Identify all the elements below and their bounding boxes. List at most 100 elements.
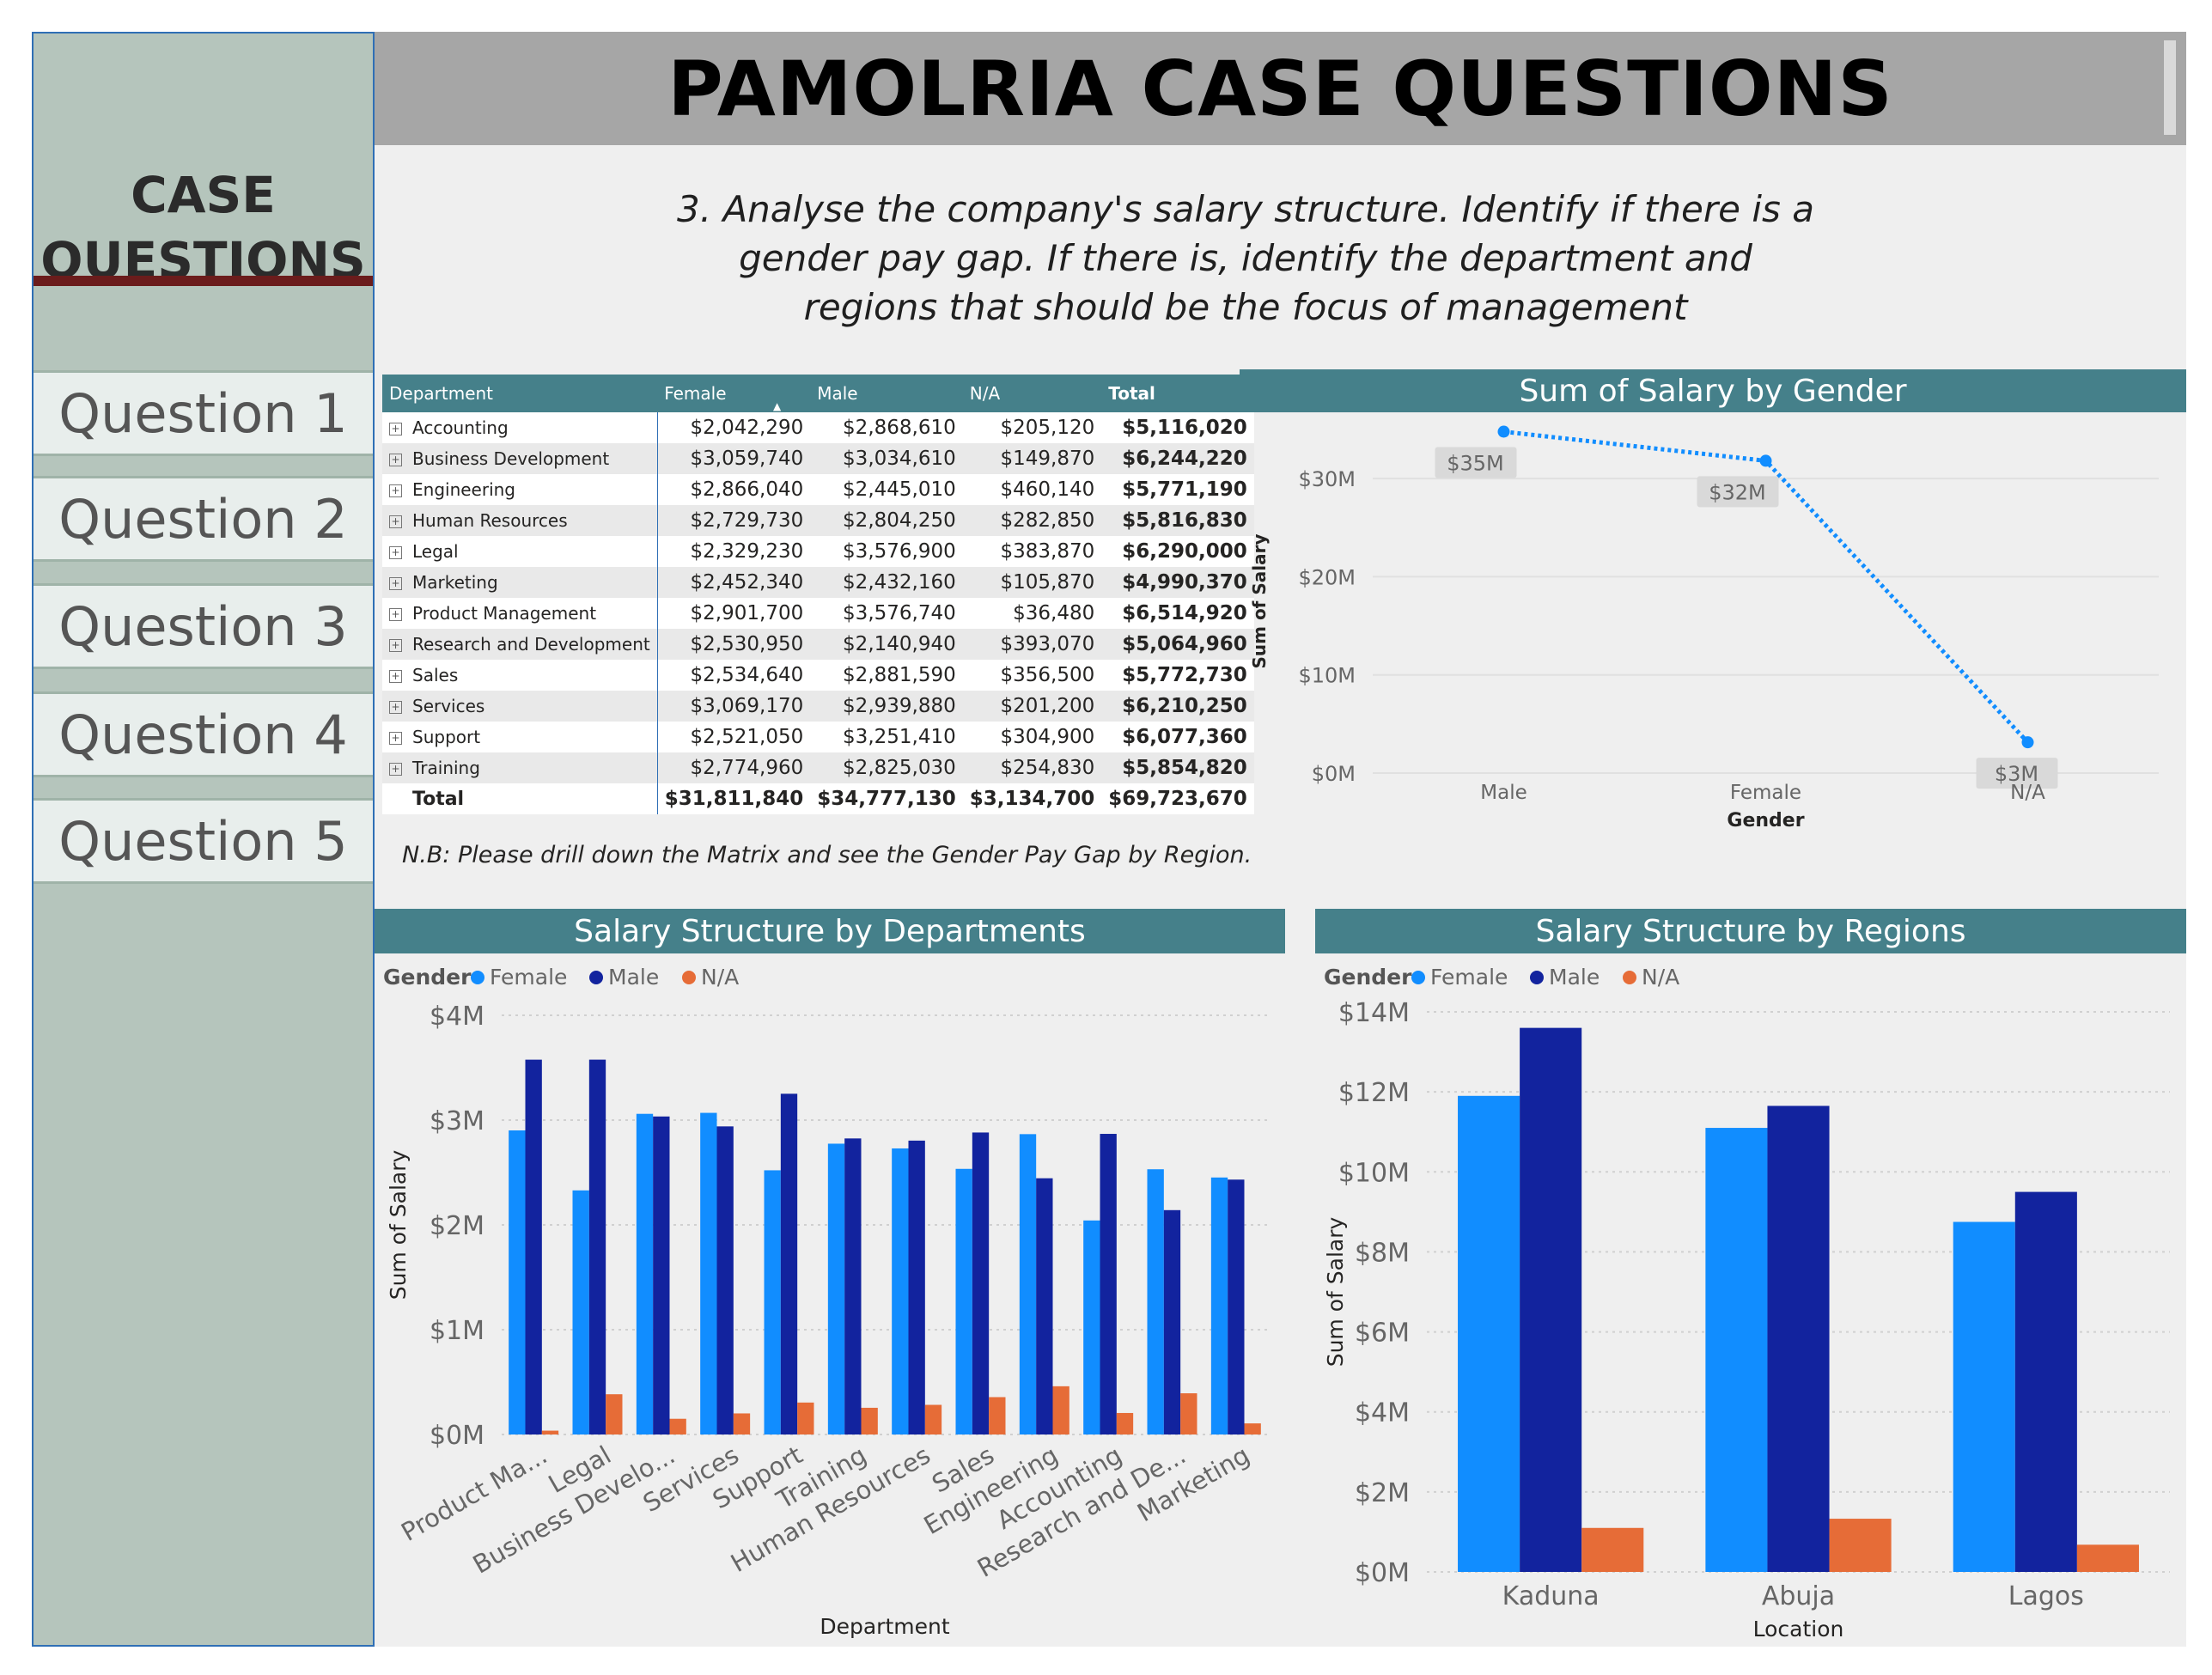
bar — [636, 1113, 654, 1434]
matrix-dept-cell[interactable]: + Accounting — [382, 412, 658, 443]
matrix-row[interactable]: + Business Development $3,059,740 $3,034,61… — [382, 443, 1254, 474]
expand-plus-icon[interactable]: + — [389, 546, 402, 559]
salary-by-gender-line-chart: $0M $10M $20M $30M $35M Male $32M Female $3MN/A G… — [1249, 425, 2159, 831]
matrix-header-male[interactable]: Male — [810, 375, 963, 412]
legend-label: Male — [1549, 965, 1600, 990]
matrix-row[interactable]: + Support $2,521,050 $3,251,410 $304,900 $6,0… — [382, 722, 1254, 752]
matrix-row[interactable]: + Training $2,774,960 $2,825,030 $254,830 $5,… — [382, 752, 1254, 783]
matrix-dept-cell[interactable]: + Marketing — [382, 567, 658, 598]
matrix-value-cell: $4,990,370 — [1101, 567, 1254, 598]
question-3-button[interactable]: Question 3 — [34, 583, 373, 669]
matrix-value-cell: $105,870 — [962, 567, 1102, 598]
matrix-dept-cell[interactable]: + Services — [382, 691, 658, 722]
matrix-dept-label: Product Management — [412, 603, 597, 624]
matrix-value-cell: $2,866,040 — [657, 474, 811, 505]
matrix-total-cell: $69,723,670 — [1101, 783, 1254, 814]
matrix-dept-cell[interactable]: + Training — [382, 752, 658, 783]
matrix-value-cell: $3,576,900 — [810, 536, 963, 567]
matrix-row[interactable]: + Accounting $2,042,290 $2,868,610 $205,120 $… — [382, 412, 1254, 443]
bar — [2014, 1191, 2077, 1572]
question-2-button[interactable]: Question 2 — [34, 476, 373, 562]
header-scrollbar[interactable] — [2164, 40, 2176, 135]
legend-marker — [1623, 971, 1636, 984]
matrix-row[interactable]: + Product Management $2,901,700 $3,576,740 $… — [382, 598, 1254, 629]
data-label-bg — [1976, 758, 2058, 789]
y-tick-label: $3M — [430, 1106, 484, 1136]
line-chart-title: Sum of Salary by Gender — [1240, 369, 2186, 412]
matrix-dept-cell[interactable]: + Engineering — [382, 474, 658, 505]
y-axis-title: Sum of Salary — [1249, 533, 1270, 668]
matrix-dept-cell[interactable]: + Human Resources — [382, 505, 658, 536]
expand-plus-icon[interactable]: + — [389, 423, 402, 436]
expand-plus-icon[interactable]: + — [389, 639, 402, 652]
bar — [1147, 1169, 1164, 1434]
question-1-button[interactable]: Question 1 — [34, 370, 373, 456]
bar — [1228, 1179, 1245, 1434]
matrix-value-cell: $205,120 — [962, 412, 1102, 443]
y-tick-label: $0M — [1312, 762, 1356, 786]
matrix-header-department[interactable]: Department ▲ — [382, 375, 781, 412]
matrix-dept-cell[interactable]: + Product Management — [382, 598, 658, 629]
bar — [525, 1059, 542, 1434]
matrix-total-cell: $34,777,130 — [810, 783, 963, 814]
y-axis-title: Sum of Salary — [386, 1150, 411, 1300]
bar — [1116, 1412, 1134, 1434]
question-4-button[interactable]: Question 4 — [34, 691, 373, 777]
matrix-value-cell: $383,870 — [962, 536, 1102, 567]
x-axis-title: Gender — [1727, 810, 1804, 831]
matrix-row[interactable]: + Marketing $2,452,340 $2,432,160 $105,870 $4… — [382, 567, 1254, 598]
expand-plus-icon[interactable]: + — [389, 484, 402, 497]
matrix-value-cell: $2,042,290 — [657, 412, 811, 443]
expand-plus-icon[interactable]: + — [389, 577, 402, 590]
matrix-dept-label: Human Resources — [412, 510, 568, 531]
matrix-value-cell: $2,881,590 — [810, 660, 963, 691]
x-tick-label: Kaduna — [1502, 1581, 1600, 1611]
x-tick-label: N/A — [2010, 782, 2045, 804]
data-point — [2021, 736, 2034, 749]
matrix-dept-cell[interactable]: + Business Development — [382, 443, 658, 474]
y-tick-label: $6M — [1355, 1319, 1410, 1349]
matrix-value-cell: $3,034,610 — [810, 443, 963, 474]
y-tick-label: $20M — [1298, 565, 1356, 589]
legend-label: Female — [1430, 965, 1508, 990]
matrix-value-cell: $2,729,730 — [657, 505, 811, 536]
matrix-row[interactable]: + Legal $2,329,230 $3,576,900 $383,870 $6,290… — [382, 536, 1254, 567]
page-header: PAMOLRIA CASE QUESTIONS — [375, 32, 2186, 145]
matrix-value-cell: $5,772,730 — [1101, 660, 1254, 691]
data-label-bg — [1697, 476, 1779, 508]
matrix-value-cell: $5,854,820 — [1101, 752, 1254, 783]
expand-plus-icon[interactable]: + — [389, 515, 402, 528]
sidebar-title-underline — [34, 276, 373, 286]
matrix-header-female[interactable]: Female — [657, 375, 811, 412]
question-5-button[interactable]: Question 5 — [34, 798, 373, 884]
y-tick-label: $0M — [430, 1421, 484, 1451]
bar — [509, 1130, 526, 1434]
expand-plus-icon[interactable]: + — [389, 608, 402, 621]
matrix-header-total[interactable]: Total — [1101, 375, 1254, 412]
matrix-dept-cell[interactable]: + Legal — [382, 536, 658, 567]
matrix-dept-cell[interactable]: + Support — [382, 722, 658, 752]
y-tick-label: $2M — [1355, 1478, 1410, 1508]
matrix-header-na[interactable]: N/A — [962, 375, 1102, 412]
expand-plus-icon[interactable]: + — [389, 454, 402, 466]
data-label: $35M — [1447, 452, 1504, 476]
expand-plus-icon[interactable]: + — [389, 670, 402, 683]
bar — [764, 1170, 781, 1434]
matrix-dept-cell[interactable]: + Research and Development — [382, 629, 658, 660]
matrix-value-cell: $3,251,410 — [810, 722, 963, 752]
matrix-row[interactable]: + Services $3,069,170 $2,939,880 $201,200 $6,… — [382, 691, 1254, 722]
data-label: $3M — [1995, 762, 2038, 786]
salary-by-department-bar-chart: Gender Female Male N/A$0M$1M$2M$3M$4MProduc… — [383, 965, 1268, 1639]
matrix-dept-label: Research and Development — [412, 634, 650, 655]
matrix-row[interactable]: + Research and Development $2,530,950 $2,14… — [382, 629, 1254, 660]
matrix-row[interactable]: + Sales $2,534,640 $2,881,590 $356,500 $5,772… — [382, 660, 1254, 691]
y-tick-label: $0M — [1355, 1558, 1410, 1588]
matrix-row[interactable]: + Engineering $2,866,040 $2,445,010 $460,140… — [382, 474, 1254, 505]
matrix-dept-cell[interactable]: + Sales — [382, 660, 658, 691]
expand-plus-icon[interactable]: + — [389, 763, 402, 776]
matrix-row[interactable]: + Human Resources $2,729,730 $2,804,250 $282… — [382, 505, 1254, 536]
legend-label: Male — [608, 965, 659, 990]
expand-plus-icon[interactable]: + — [389, 732, 402, 745]
expand-plus-icon[interactable]: + — [389, 701, 402, 714]
legend-marker — [682, 971, 696, 984]
